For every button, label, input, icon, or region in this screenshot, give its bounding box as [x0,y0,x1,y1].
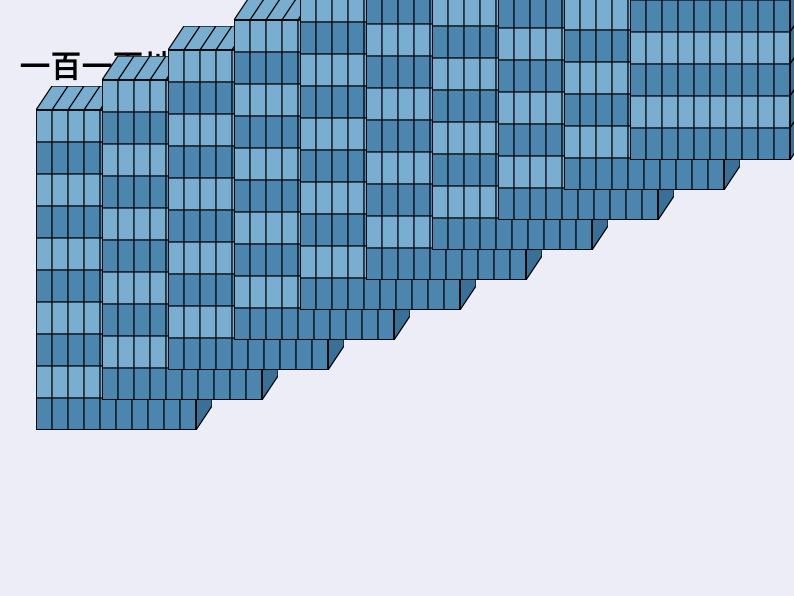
hundred-slab [630,0,794,160]
cube-diagram-stage [30,100,770,570]
